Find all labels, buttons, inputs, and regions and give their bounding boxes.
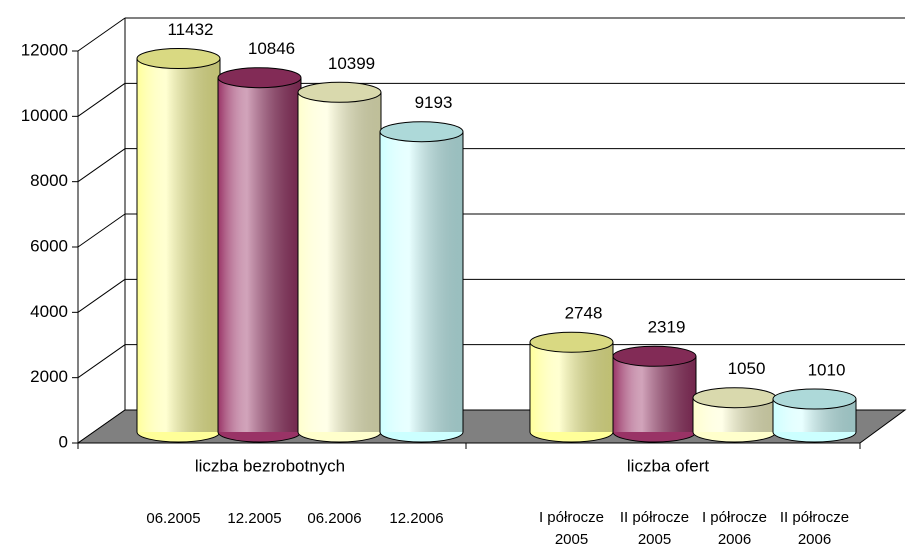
bar-shade: [218, 77, 301, 433]
value-label: 2319: [648, 318, 686, 337]
bar-label: 2005: [555, 531, 588, 547]
bar-top-shade: [298, 82, 381, 103]
bar-shade: [380, 131, 463, 433]
bar-top-shade: [218, 67, 301, 88]
value-label: 2748: [565, 304, 603, 323]
value-label: 1050: [728, 359, 766, 378]
value-label: 9193: [415, 93, 453, 112]
bar-top-shade: [693, 387, 776, 408]
bar-shade: [298, 92, 381, 433]
y-tick-label: 12000: [21, 40, 68, 59]
bar-top: [217, 67, 302, 89]
bar-top: [529, 331, 614, 353]
y-tick-label: 8000: [30, 171, 68, 190]
bar-top-shade: [773, 389, 856, 410]
bar-label: 2005: [638, 531, 671, 547]
grid-diagonal: [77, 148, 126, 183]
value-label: 10399: [328, 54, 375, 73]
value-label: 10846: [248, 39, 295, 58]
bar-top: [136, 48, 221, 70]
y-tick-label: 6000: [30, 236, 68, 255]
y-tick-label: 2000: [30, 367, 68, 386]
bar-top: [772, 388, 857, 410]
grid-diagonal: [77, 278, 126, 313]
bar-top: [379, 121, 464, 143]
bar-label: 12.2006: [389, 510, 443, 527]
y-tick-label: 4000: [30, 302, 68, 321]
y-tick-label: 0: [59, 432, 68, 451]
y-tick-label: 10000: [21, 106, 68, 125]
bar-top: [297, 81, 382, 103]
grid-diagonal: [77, 82, 126, 117]
bar-label: II półrocze: [780, 509, 849, 526]
bar-label: 06.2005: [146, 510, 200, 527]
bar-label: 12.2005: [227, 510, 281, 527]
bar-top-shade: [530, 332, 613, 353]
bar-top-shade: [137, 48, 220, 69]
bar-top-shade: [613, 346, 696, 367]
bar-label: 2006: [798, 531, 831, 547]
value-label: 11432: [167, 20, 213, 39]
bar-label: II półrocze: [620, 509, 689, 526]
category-label: liczba ofert: [627, 456, 709, 475]
bar-top-shade: [380, 121, 463, 142]
grid-diagonal: [77, 17, 126, 52]
bar-shade: [613, 356, 696, 432]
bar-label: 2006: [718, 531, 751, 547]
bar-label: 06.2006: [307, 510, 361, 527]
bar-top: [612, 345, 697, 367]
bar-shade: [137, 58, 220, 433]
bar-label: I półrocze: [702, 509, 767, 526]
bar-label: I półrocze: [539, 509, 604, 526]
value-label: 1010: [808, 360, 846, 379]
bar-shade: [530, 342, 613, 432]
category-label: liczba bezrobotnych: [195, 456, 345, 475]
grid-diagonal: [77, 213, 126, 248]
grid-diagonal: [77, 344, 126, 379]
